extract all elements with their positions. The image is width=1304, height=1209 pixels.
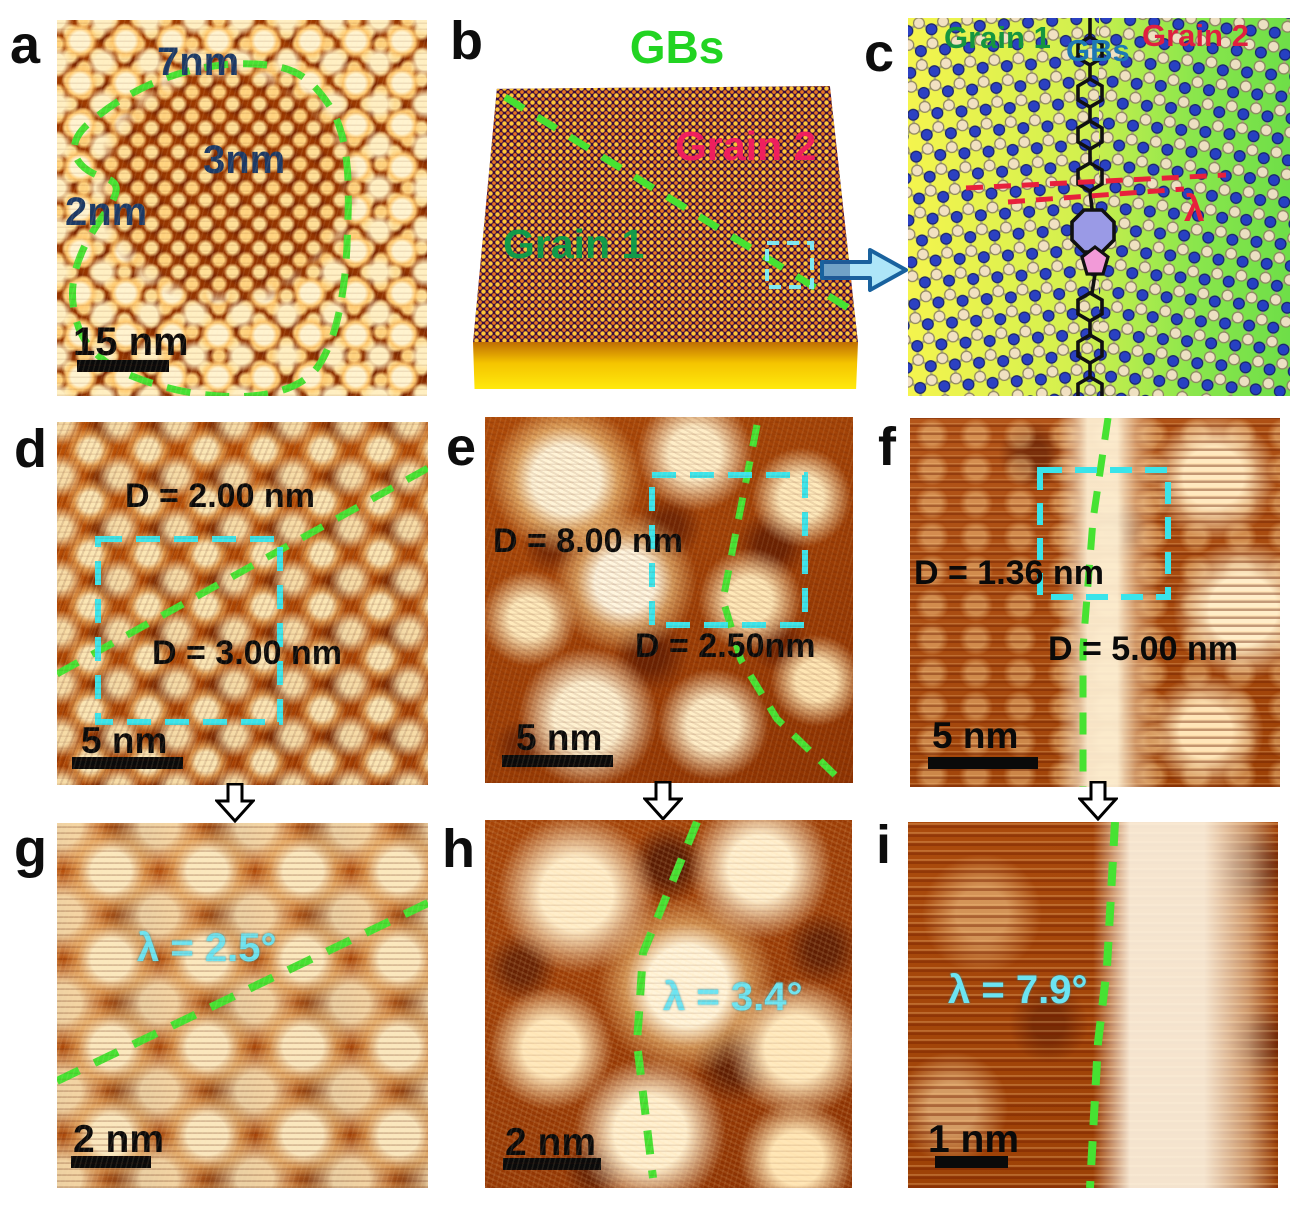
gb-hexagon-chain — [1070, 18, 1116, 396]
moire-period-label: D = 5.00 nm — [1048, 630, 1238, 668]
down-arrow-icon — [1078, 781, 1118, 821]
panel-letter-h: h — [442, 819, 475, 879]
grain-boundary-dashed-line — [1086, 822, 1119, 1188]
panel-b-3d-model: Grain 2 Grain 1 — [473, 85, 858, 390]
slab-front-face — [473, 342, 858, 389]
moire-period-label: D = 2.50nm — [635, 627, 816, 665]
twist-angle-label: λ = 3.4° — [663, 975, 803, 1019]
panel-h-stm-image: λ = 3.4° 2 nm — [485, 820, 852, 1188]
scale-bar — [72, 757, 183, 769]
grain-boundary-dashed-line — [719, 424, 838, 778]
scale-bar — [71, 1156, 151, 1168]
scale-bar-label: 2 nm — [505, 1121, 597, 1164]
moire-period-label: D = 2.00 nm — [125, 477, 315, 515]
moire-period-label: D = 3.00 nm — [152, 634, 342, 672]
panel-letter-g: g — [14, 819, 47, 879]
scale-bar — [935, 1156, 1008, 1168]
moire-period-label: D = 8.00 nm — [493, 522, 683, 560]
grain1-label-b: Grain 1 — [503, 221, 645, 267]
scale-bar-label: 5 nm — [932, 715, 1019, 756]
scale-bar-label: 15 nm — [73, 320, 189, 364]
down-arrow-icon — [215, 783, 255, 823]
atomic-lattice — [908, 18, 1290, 396]
scale-bar-label: 5 nm — [516, 717, 603, 758]
gbs-label-c: GBs — [1066, 33, 1130, 68]
grain-boundary-dashed-line — [1079, 418, 1112, 787]
twist-angle-dashed-lines — [965, 172, 1227, 205]
panel-letter-i: i — [876, 815, 892, 875]
scale-bar-label: 2 nm — [73, 1118, 165, 1161]
moire-label-7nm: 7nm — [157, 40, 240, 84]
moire-label-2nm: 2nm — [65, 190, 148, 234]
scale-bar-label: 5 nm — [81, 720, 168, 761]
panel-a-stm-image: 7nm 3nm 2nm 15 nm — [57, 20, 427, 396]
grain2-label-c: Grain 2 — [1142, 18, 1249, 53]
moire-period-label: D = 1.36 nm — [914, 554, 1104, 592]
scale-bar-label: 1 nm — [928, 1118, 1020, 1161]
moire-label-3nm: 3nm — [203, 138, 286, 182]
scale-bar — [502, 755, 613, 767]
lambda-symbol: λ — [1184, 188, 1205, 229]
panel-letter-d: d — [14, 419, 47, 479]
panel-e-stm-image: D = 8.00 nm D = 2.50nm 5 nm — [485, 417, 853, 783]
panel-letter-e: e — [446, 417, 477, 477]
zoom-arrow-icon — [820, 248, 908, 292]
twist-angle-label: λ = 7.9° — [948, 968, 1088, 1012]
scale-bar — [77, 360, 169, 372]
gbs-title: GBs — [629, 21, 725, 73]
down-arrow-icon — [643, 781, 683, 821]
panel-d-stm-image: D = 2.00 nm D = 3.00 nm 5 nm — [57, 422, 428, 785]
grain2-label-b: Grain 2 — [675, 123, 817, 169]
octagon-defect — [1070, 208, 1116, 254]
panel-letter-b: b — [450, 11, 483, 71]
panel-letter-f: f — [878, 417, 896, 477]
panel-f-stm-image: D = 1.36 nm D = 5.00 nm 5 nm — [910, 418, 1280, 787]
scale-bar — [503, 1158, 601, 1170]
grain1-label-c: Grain 1 — [944, 20, 1051, 55]
twist-angle-label: λ = 2.5° — [137, 926, 277, 970]
scale-bar — [928, 757, 1038, 769]
panel-letter-a: a — [10, 15, 41, 75]
panel-g-stm-image: λ = 2.5° 2 nm — [57, 823, 428, 1188]
panel-letter-c: c — [864, 23, 895, 83]
panel-i-stm-image: λ = 7.9° 1 nm — [908, 822, 1278, 1188]
panel-c-atomic-model: Grain 1 GBs Grain 2 λ — [908, 18, 1290, 396]
zoom-highlight-box — [95, 536, 283, 725]
